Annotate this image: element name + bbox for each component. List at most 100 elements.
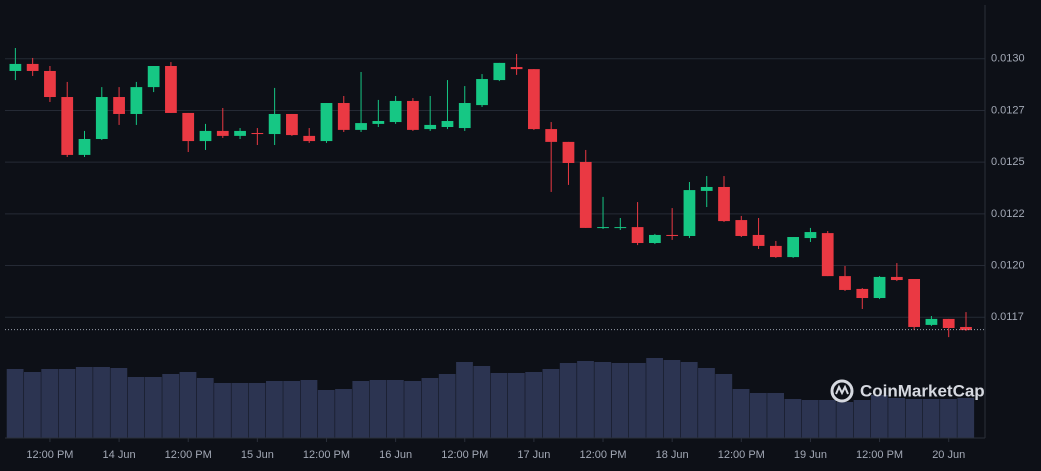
candle-body [579,161,592,228]
volume-bar [957,398,975,438]
volume-bar [698,368,715,438]
candle-body [199,130,212,142]
volume-bar [421,378,439,438]
x-tick-label: 12:00 PM [856,449,903,461]
x-tick-label: 12:00 PM [718,449,765,461]
logo-mark [835,384,849,396]
candle-body [769,245,782,258]
x-tick-label: 19 Jun [794,449,827,461]
candle-body [666,234,679,236]
volume-bar [732,389,750,438]
volume-bar [41,369,59,438]
volume-bar [663,360,681,438]
candle-body [873,276,886,299]
x-tick-label: 18 Jun [656,449,689,461]
candle-body [597,227,609,229]
volume-bar [283,381,301,438]
volume-bar [577,361,594,438]
candle-body [234,130,246,136]
volume-bar [922,399,940,438]
volume-bar [75,367,93,438]
x-tick-label: 20 Jun [932,449,965,461]
volume-bar [784,399,802,438]
volume-bar [58,369,76,438]
plot-layer: 0.0130 0.0127 0.0125 0.0122 0.0120 0.0117 12:0… [5,48,1025,461]
watermark: CoinMarketCap [860,381,985,400]
candle-body [493,62,506,81]
candle-body [890,276,903,281]
candle-body [216,130,229,136]
volume-bar [940,399,957,438]
volume-bar [438,374,456,438]
candle-body [441,121,454,128]
volume-bar [870,395,888,438]
volume-bar [836,402,854,438]
candle-body [510,67,523,70]
candle-body [44,70,56,98]
candle-body [839,276,851,290]
candle-body [458,103,471,129]
candle-body [683,190,696,236]
volume-bar [749,393,767,438]
volume-bar [473,366,491,438]
volume-bar [801,400,819,438]
volume-bar [767,393,785,438]
candle-body [942,318,955,329]
candle-body [735,220,748,236]
volume-bar [110,368,128,438]
candle-body [424,124,437,130]
volume-bar [525,372,543,438]
candle-body [752,234,765,246]
volume-bar [628,363,646,438]
candle-body [147,66,160,88]
watermark-logo [830,379,854,403]
candle-body [649,234,661,244]
y-tick-label: 0.0122 [991,208,1025,220]
volume-bar [490,373,508,438]
candle-body [78,139,91,155]
volume-bar [179,372,197,438]
volume-bar [386,380,404,438]
candle-body [389,100,402,123]
candle-body [95,97,108,139]
candle-body [614,227,627,229]
candle-body [113,97,125,114]
candle-body [804,232,817,239]
volume-bar [715,374,733,438]
candle-body [562,141,575,163]
x-tick-label: 14 Jun [103,449,136,461]
candle-body [545,129,558,142]
y-tick-label: 0.0127 [991,104,1025,116]
candle-body [960,326,972,331]
candle-body [251,133,264,135]
volume-bar [404,381,422,438]
volume-bar [335,389,352,438]
candle-body [61,97,74,155]
candle-body [908,278,921,327]
candle-body [925,318,938,325]
candle-body [320,103,333,142]
candle-body [528,69,540,130]
candle-body [407,100,419,130]
volume-bar [145,377,162,438]
y-tick-label: 0.0117 [991,311,1024,323]
volume-bar [542,369,560,438]
candle-body [355,123,367,130]
volume-bar [196,378,214,438]
logo-ring [830,379,854,403]
volume-bar [853,400,871,438]
volume-bar [352,381,370,438]
volume-bar [369,380,387,438]
candle-body [700,186,713,191]
candle-body [303,135,316,142]
candle-body [9,63,22,71]
y-tick-label: 0.0130 [991,53,1025,65]
volume-bar [905,399,923,438]
volume-bar [265,381,283,438]
candle-body [165,66,177,113]
candle-body [130,87,143,114]
candle-body [476,79,488,106]
volume-bar [24,372,41,438]
candle-body [268,113,281,135]
